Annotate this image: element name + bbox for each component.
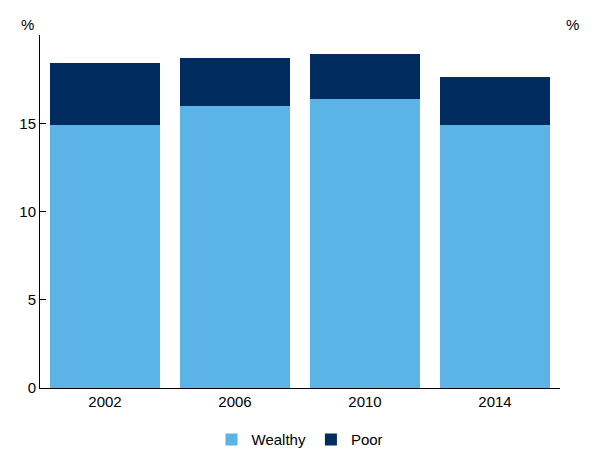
svg-text:0: 0	[28, 379, 36, 396]
svg-text:2014: 2014	[478, 393, 511, 410]
svg-text:2006: 2006	[218, 393, 251, 410]
svg-text:%: %	[21, 16, 34, 33]
svg-text:2002: 2002	[88, 393, 121, 410]
svg-text:10: 10	[19, 203, 36, 220]
svg-text:2010: 2010	[348, 393, 381, 410]
svg-text:15: 15	[19, 115, 36, 132]
svg-text:Wealthy: Wealthy	[252, 431, 306, 448]
svg-text:Poor: Poor	[351, 431, 383, 448]
svg-text:5: 5	[28, 291, 36, 308]
svg-text:%: %	[566, 16, 579, 33]
